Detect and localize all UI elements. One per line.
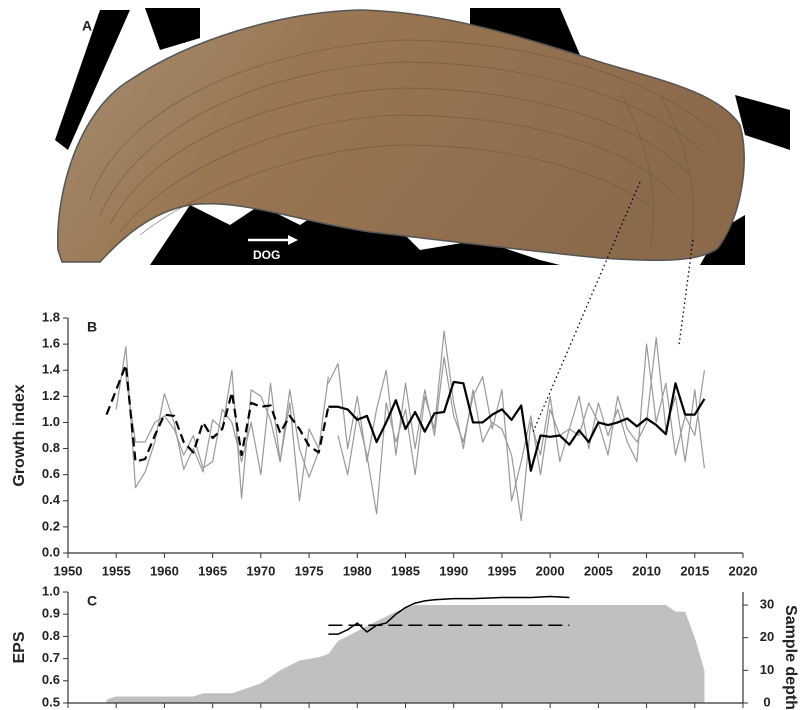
x-tick-label: 1985 — [391, 563, 420, 578]
x-tick-label: 1970 — [246, 563, 275, 578]
x-tick-label: 1950 — [54, 563, 83, 578]
line — [328, 380, 706, 472]
x-tick-label: 1975 — [295, 563, 324, 578]
y-tick-label: 0.2 — [42, 518, 60, 533]
panel-label: C — [87, 593, 97, 609]
x-tick-label: 2000 — [536, 563, 565, 578]
mask — [470, 8, 580, 55]
y2-tick-label: 0 — [763, 694, 770, 709]
x-tick-label: 1960 — [150, 563, 179, 578]
y-tick-label: 1.8 — [42, 309, 60, 324]
y-tick-label: 1.4 — [42, 362, 61, 377]
y-tick-label: 0.0 — [42, 544, 60, 559]
y2-tick-label: 30 — [760, 596, 774, 611]
growth-rings — [89, 39, 721, 253]
y-tick-label: 1.2 — [42, 388, 60, 403]
line — [115, 346, 320, 499]
y-tick-label: 1.0 — [42, 583, 60, 598]
y-tick-label: 1.6 — [42, 336, 60, 351]
arrow-head — [288, 235, 298, 245]
x-tick-label: 2015 — [680, 563, 709, 578]
y2-axis-label: Sample depth — [782, 605, 799, 710]
line — [337, 330, 706, 521]
y-tick-label: 0.5 — [42, 694, 60, 709]
y-tick-label: 1.0 — [42, 414, 60, 429]
area — [106, 605, 705, 703]
x-tick-label: 1980 — [343, 563, 372, 578]
panel-label: A — [82, 18, 92, 34]
y2-tick-label: 20 — [760, 629, 774, 644]
y-axis-label: Growth index — [11, 384, 28, 486]
y-tick-label: 0.6 — [42, 466, 60, 481]
line — [125, 376, 329, 502]
shell-section — [57, 9, 745, 263]
x-tick-label: 1965 — [198, 563, 227, 578]
x-tick-label: 1995 — [487, 563, 516, 578]
y-tick-label: 0.4 — [42, 492, 61, 507]
connector — [532, 181, 641, 433]
x-tick-label: 2020 — [729, 563, 758, 578]
y-tick-label: 0.7 — [42, 650, 60, 665]
y-tick-label: 0.8 — [42, 628, 60, 643]
mask — [55, 10, 130, 150]
x-tick-label: 1955 — [102, 563, 131, 578]
y2-tick-label: 10 — [760, 662, 774, 677]
line — [328, 595, 570, 635]
x-tick-label: 2005 — [584, 563, 613, 578]
connector-lines — [532, 181, 694, 433]
x-tick-label: 2010 — [632, 563, 661, 578]
y-tick-label: 0.8 — [42, 440, 60, 455]
y-tick-label: 0.6 — [42, 672, 60, 687]
arrow-label: DOG — [253, 248, 280, 262]
line — [105, 363, 330, 463]
panel-label: B — [87, 319, 97, 335]
mask — [150, 205, 560, 265]
mask — [735, 95, 790, 150]
y-axis-label: EPS — [11, 631, 28, 663]
photo-panel: DOG A — [20, 5, 790, 267]
charts: 0.0 0.2 0.4 0.6 0.8 1.0 1.2 1.4 1.6 1.8 1950 1955 19… — [11, 309, 799, 710]
x-tick-label: 1990 — [439, 563, 468, 578]
mask — [145, 8, 200, 50]
y-tick-label: 0.9 — [42, 606, 60, 621]
